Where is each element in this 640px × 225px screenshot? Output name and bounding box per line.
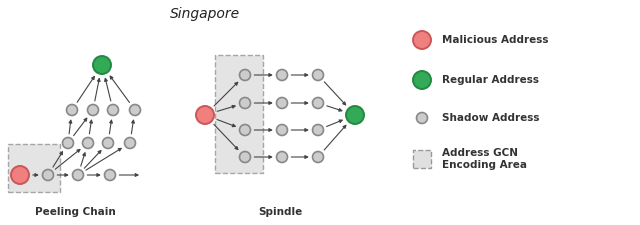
Circle shape [83, 137, 93, 148]
Text: Peeling Chain: Peeling Chain [35, 207, 115, 217]
Circle shape [239, 151, 250, 162]
Circle shape [63, 137, 74, 148]
Text: Spindle: Spindle [258, 207, 302, 217]
Text: Malicious Address: Malicious Address [442, 35, 548, 45]
Circle shape [42, 169, 54, 180]
Circle shape [346, 106, 364, 124]
Circle shape [413, 71, 431, 89]
Circle shape [104, 169, 115, 180]
Circle shape [312, 124, 323, 135]
Circle shape [102, 137, 113, 148]
Circle shape [239, 70, 250, 81]
Circle shape [129, 104, 141, 115]
Circle shape [276, 124, 287, 135]
Circle shape [108, 104, 118, 115]
Circle shape [72, 169, 83, 180]
Circle shape [312, 70, 323, 81]
Text: Address GCN
Encoding Area: Address GCN Encoding Area [442, 148, 527, 170]
FancyBboxPatch shape [413, 150, 431, 168]
Circle shape [276, 97, 287, 108]
Circle shape [67, 104, 77, 115]
Circle shape [196, 106, 214, 124]
FancyBboxPatch shape [8, 144, 60, 192]
Text: Singapore: Singapore [170, 7, 240, 21]
Circle shape [312, 97, 323, 108]
Circle shape [413, 31, 431, 49]
Circle shape [11, 166, 29, 184]
Circle shape [312, 151, 323, 162]
Text: Regular Address: Regular Address [442, 75, 539, 85]
Text: Shadow Address: Shadow Address [442, 113, 540, 123]
Circle shape [239, 124, 250, 135]
Circle shape [417, 112, 428, 124]
Circle shape [276, 70, 287, 81]
Circle shape [125, 137, 136, 148]
FancyBboxPatch shape [215, 55, 263, 173]
Circle shape [88, 104, 99, 115]
Circle shape [276, 151, 287, 162]
Circle shape [239, 97, 250, 108]
Circle shape [93, 56, 111, 74]
